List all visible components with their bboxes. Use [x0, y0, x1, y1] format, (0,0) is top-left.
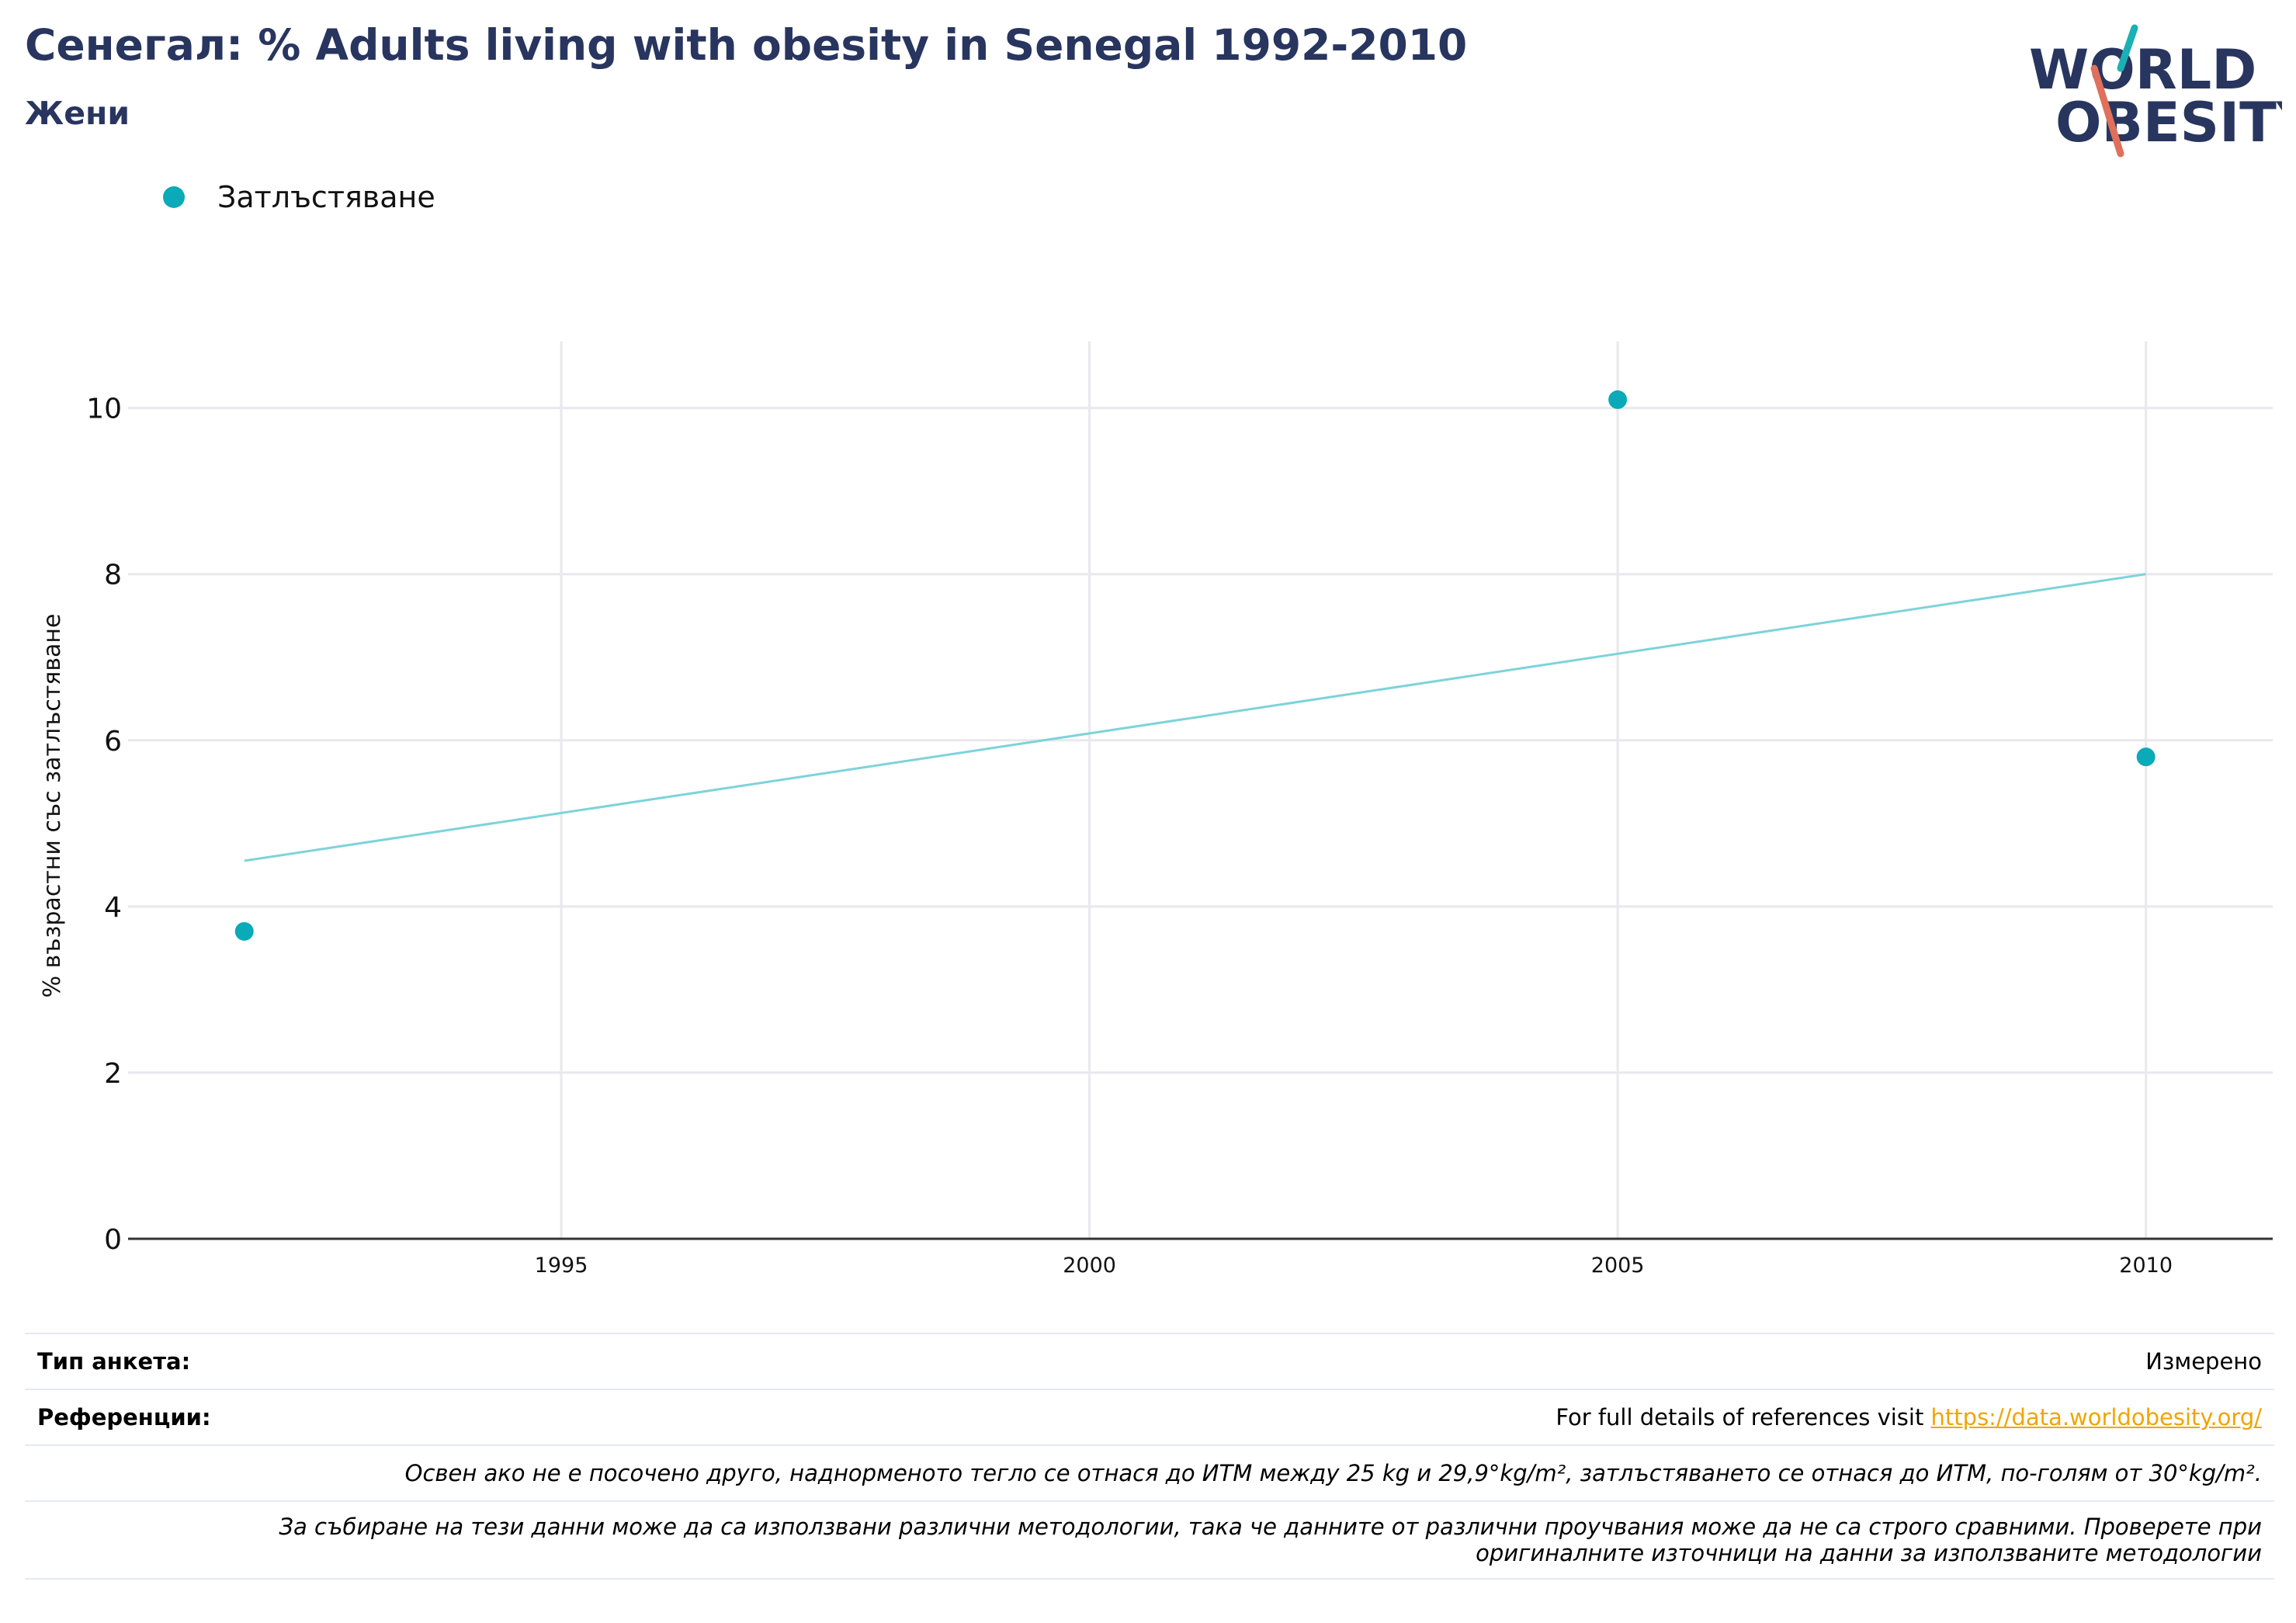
- chart-subtitle: Жени: [25, 95, 130, 132]
- y-tick-label: 4: [104, 892, 122, 924]
- y-tick-label: 10: [86, 394, 122, 425]
- logo-line1: WORLD: [2029, 38, 2256, 102]
- legend[interactable]: Затлъстяване: [163, 180, 435, 214]
- definition-note-row: Освен ако не е посочено друго, наднормен…: [25, 1444, 2274, 1500]
- chart-title: Сенегал: % Adults living with obesity in…: [25, 20, 1468, 70]
- methodology-note-row: За събиране на тези данни може да са изп…: [25, 1500, 2274, 1580]
- trend-line: [244, 573, 2146, 862]
- legend-label: Затлъстяване: [217, 180, 435, 214]
- data-point: [234, 921, 254, 941]
- data-point: [1608, 390, 1628, 409]
- y-tick-label: 8: [104, 560, 122, 591]
- references-link[interactable]: https://data.worldobesity.org/: [1930, 1404, 2262, 1431]
- legend-marker: [163, 186, 185, 208]
- methodology-note-line1: За събиране на тези данни може да са изп…: [279, 1514, 2262, 1540]
- x-tick-label: 2005: [1591, 1254, 1645, 1278]
- methodology-note: За събиране на тези данни може да са изп…: [37, 1514, 2262, 1566]
- survey-type-value: Измерено: [2145, 1348, 2262, 1375]
- scatter-chart: 1995 2000 2005 2010 0 2 4 6 8 10 % възрастни със з…: [39, 342, 2273, 1278]
- y-tick-label: 0: [104, 1224, 122, 1256]
- world-obesity-logo: WORLD OBESITY: [2029, 24, 2282, 158]
- x-tick-label: 2000: [1063, 1254, 1116, 1278]
- x-tick-label: 1995: [535, 1254, 588, 1278]
- logo-slash-red: [2090, 64, 2124, 158]
- references-text: For full details of references visit: [1556, 1404, 1931, 1431]
- methodology-note-line2: оригиналните източници на данни за изпол…: [1476, 1540, 2262, 1566]
- data-point: [2136, 747, 2156, 767]
- definition-note: Освен ако не е посочено друго, наднормен…: [404, 1460, 2262, 1486]
- logo-slash-teal: [2117, 24, 2138, 72]
- references-row: Референции: For full details of referenc…: [25, 1389, 2274, 1444]
- y-tick-label: 6: [104, 726, 122, 758]
- y-tick-label: 2: [104, 1058, 122, 1090]
- logo-line2: OBESITY: [2055, 91, 2282, 154]
- references-label: Референции:: [37, 1404, 211, 1431]
- survey-type-label: Тип анкета:: [37, 1348, 191, 1375]
- y-axis-label: % възрастни със затлъстяване: [39, 614, 66, 998]
- footer-table: Тип анкета: Измерено Референции: For ful…: [25, 1333, 2274, 1580]
- references-value: For full details of references visit htt…: [1556, 1404, 2262, 1431]
- survey-type-row: Тип анкета: Измерено: [25, 1333, 2274, 1389]
- x-tick-label: 2010: [2119, 1254, 2173, 1278]
